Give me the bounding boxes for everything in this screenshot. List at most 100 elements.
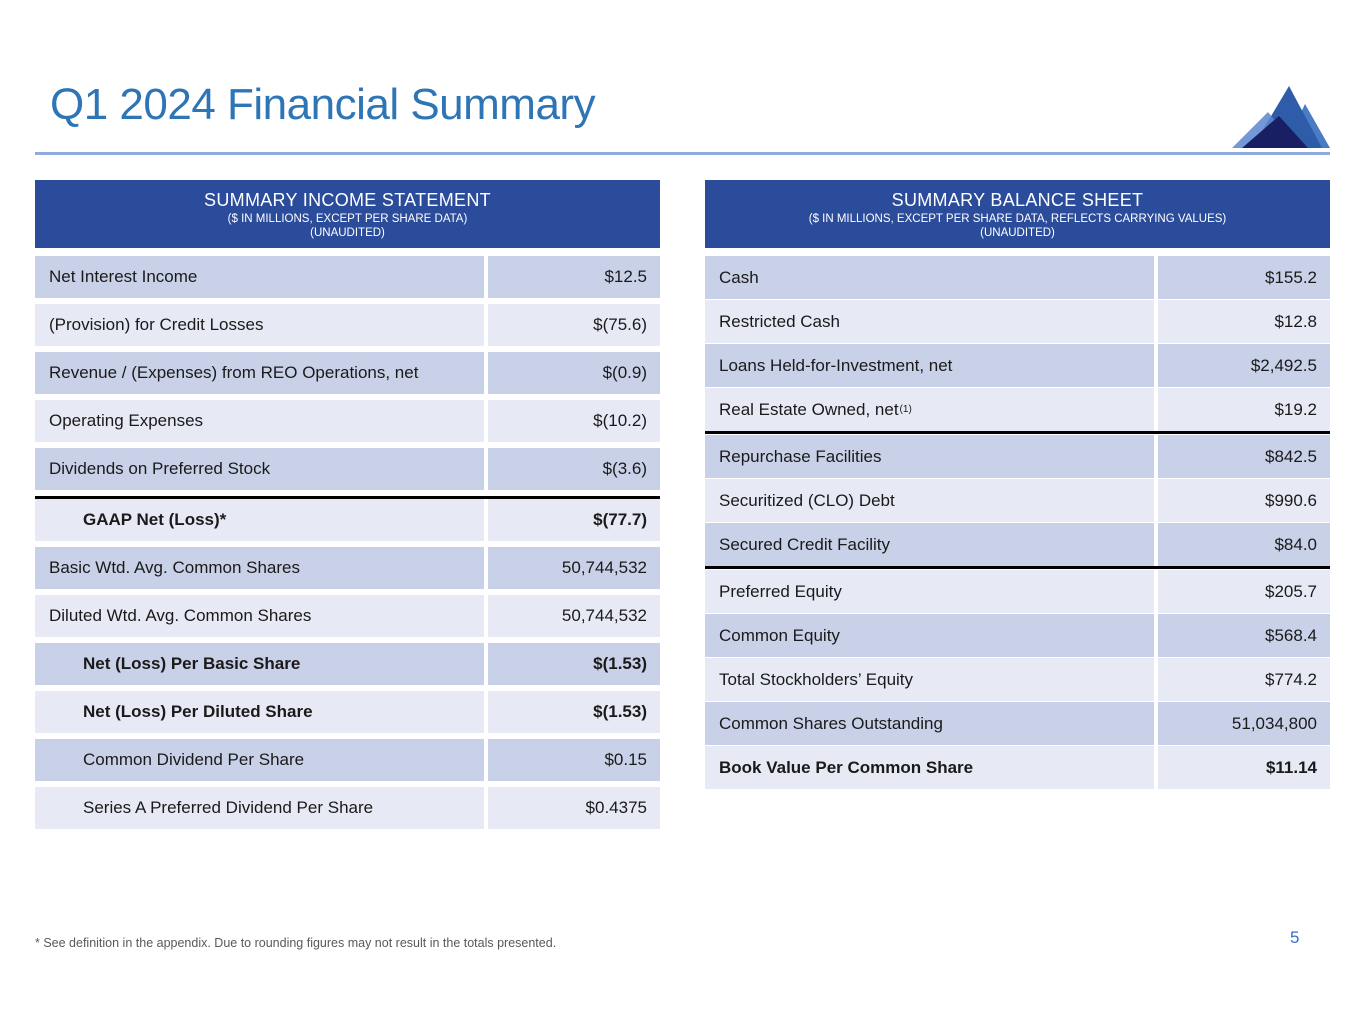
- row-label: Repurchase Facilities: [705, 435, 1154, 478]
- row-value: $(3.6): [488, 448, 660, 490]
- row-label-text: Basic Wtd. Avg. Common Shares: [49, 558, 301, 577]
- row-label: Book Value Per Common Share: [705, 746, 1154, 789]
- table-row: Dividends on Preferred Stock $(3.6): [35, 448, 660, 490]
- row-label: Restricted Cash: [705, 300, 1154, 343]
- row-label: Diluted Wtd. Avg. Common Shares: [35, 595, 484, 637]
- table-row: Basic Wtd. Avg. Common Shares 50,744,532: [35, 547, 660, 589]
- row-label-text: Cash: [719, 267, 759, 287]
- row-value: $(10.2): [488, 400, 660, 442]
- row-label-text: Loans Held-for-Investment, net: [719, 355, 953, 375]
- income-statement-table: SUMMARY INCOME STATEMENT ($ IN MILLIONS,…: [35, 180, 660, 835]
- table-unaudited-label: (UNAUDITED): [310, 226, 385, 239]
- table-title: SUMMARY INCOME STATEMENT: [204, 189, 491, 210]
- mountain-logo-icon: [1232, 86, 1330, 148]
- row-label: Secured Credit Facility: [705, 523, 1154, 566]
- table-row: Real Estate Owned, net (1) $19.2: [705, 388, 1330, 434]
- logo-dark-ridge: [1242, 116, 1308, 148]
- row-value: $990.6: [1158, 479, 1330, 522]
- row-label-text: Restricted Cash: [719, 311, 840, 331]
- table-row: Securitized (CLO) Debt $990.6: [705, 479, 1330, 522]
- table-row: Total Stockholders’ Equity $774.2: [705, 658, 1330, 701]
- row-label-text: Common Equity: [719, 625, 840, 645]
- row-value: 51,034,800: [1158, 702, 1330, 745]
- row-value: $205.7: [1158, 570, 1330, 613]
- row-label: Revenue / (Expenses) from REO Operations…: [35, 352, 484, 394]
- row-value: $(77.7): [488, 499, 660, 541]
- row-label: Net (Loss) Per Diluted Share: [35, 691, 484, 733]
- row-label-text: Secured Credit Facility: [719, 534, 891, 554]
- row-label: (Provision) for Credit Losses: [35, 304, 484, 346]
- row-label-text: Common Dividend Per Share: [83, 750, 305, 769]
- income-statement-header: SUMMARY INCOME STATEMENT ($ IN MILLIONS,…: [35, 180, 660, 248]
- table-row: Restricted Cash $12.8: [705, 300, 1330, 343]
- table-row: Preferred Equity $205.7: [705, 570, 1330, 613]
- row-value: $774.2: [1158, 658, 1330, 701]
- footnote: * See definition in the appendix. Due to…: [35, 936, 557, 950]
- row-label-text: Diluted Wtd. Avg. Common Shares: [49, 606, 312, 625]
- row-label-text: Common Shares Outstanding: [719, 713, 943, 733]
- row-label: Dividends on Preferred Stock: [35, 448, 484, 490]
- row-label: Operating Expenses: [35, 400, 484, 442]
- row-value: $2,492.5: [1158, 344, 1330, 387]
- row-label-text: Revenue / (Expenses) from REO Operations…: [49, 363, 419, 382]
- table-row: Net (Loss) Per Diluted Share $(1.53): [35, 691, 660, 733]
- row-value: $84.0: [1158, 523, 1330, 566]
- row-value: $842.5: [1158, 435, 1330, 478]
- row-label: GAAP Net (Loss)*: [35, 499, 484, 541]
- row-label-text: Preferred Equity: [719, 581, 842, 601]
- table-row: Cash $155.2: [705, 256, 1330, 299]
- table-row: GAAP Net (Loss)* $(77.7): [35, 496, 660, 541]
- title-divider: [35, 152, 1330, 155]
- row-label-text: GAAP Net (Loss)*: [83, 510, 227, 529]
- table-row: Loans Held-for-Investment, net $2,492.5: [705, 344, 1330, 387]
- row-label: Common Shares Outstanding: [705, 702, 1154, 745]
- row-label: Preferred Equity: [705, 570, 1154, 613]
- table-row: Secured Credit Facility $84.0: [705, 523, 1330, 569]
- table-row: Common Equity $568.4: [705, 614, 1330, 657]
- row-label: Common Equity: [705, 614, 1154, 657]
- income-statement-rows: Net Interest Income $12.5 (Provision) for …: [35, 256, 660, 829]
- row-value: $11.14: [1158, 746, 1330, 789]
- row-label: Common Dividend Per Share: [35, 739, 484, 781]
- balance-sheet-table: SUMMARY BALANCE SHEET ($ IN MILLIONS, EX…: [705, 180, 1330, 790]
- table-row: Net Interest Income $12.5: [35, 256, 660, 298]
- table-row: (Provision) for Credit Losses $(75.6): [35, 304, 660, 346]
- row-value: $0.4375: [488, 787, 660, 829]
- table-row: Common Shares Outstanding 51,034,800: [705, 702, 1330, 745]
- row-label-text: Net Interest Income: [49, 267, 198, 286]
- table-row: Net (Loss) Per Basic Share $(1.53): [35, 643, 660, 685]
- table-row: Series A Preferred Dividend Per Share $0.…: [35, 787, 660, 829]
- row-value: 50,744,532: [488, 547, 660, 589]
- page-number: 5: [1290, 928, 1300, 947]
- row-value: $(75.6): [488, 304, 660, 346]
- row-value: $(1.53): [488, 691, 660, 733]
- table-title: SUMMARY BALANCE SHEET: [891, 189, 1144, 210]
- row-label: Net (Loss) Per Basic Share: [35, 643, 484, 685]
- table-subtitle: ($ IN MILLIONS, EXCEPT PER SHARE DATA, R…: [808, 212, 1227, 225]
- table-row: Repurchase Facilities $842.5: [705, 435, 1330, 478]
- row-label: Securitized (CLO) Debt: [705, 479, 1154, 522]
- row-value: 50,744,532: [488, 595, 660, 637]
- row-value: $12.5: [488, 256, 660, 298]
- table-row: Book Value Per Common Share $11.14: [705, 746, 1330, 789]
- row-label: Net Interest Income: [35, 256, 484, 298]
- row-value: $(0.9): [488, 352, 660, 394]
- row-label-text: Net (Loss) Per Basic Share: [83, 654, 301, 673]
- row-value: $0.15: [488, 739, 660, 781]
- row-label-text: Net (Loss) Per Diluted Share: [83, 702, 313, 721]
- row-label: Real Estate Owned, net (1): [705, 388, 1154, 431]
- row-value: $(1.53): [488, 643, 660, 685]
- table-row: Revenue / (Expenses) from REO Operations…: [35, 352, 660, 394]
- row-label: Series A Preferred Dividend Per Share: [35, 787, 484, 829]
- row-value: $568.4: [1158, 614, 1330, 657]
- row-label: Cash: [705, 256, 1154, 299]
- row-label: Loans Held-for-Investment, net: [705, 344, 1154, 387]
- table-subtitle: ($ IN MILLIONS, EXCEPT PER SHARE DATA): [227, 212, 468, 225]
- row-label-text: Dividends on Preferred Stock: [49, 459, 271, 478]
- page-title: Q1 2024 Financial Summary: [50, 80, 596, 129]
- row-label-text: Securitized (CLO) Debt: [719, 490, 895, 510]
- table-unaudited-label: (UNAUDITED): [980, 226, 1055, 239]
- row-label: Total Stockholders’ Equity: [705, 658, 1154, 701]
- balance-sheet-rows: Cash $155.2 Restricted Cash $12.8 Loans Held…: [705, 256, 1330, 789]
- table-row: Operating Expenses $(10.2): [35, 400, 660, 442]
